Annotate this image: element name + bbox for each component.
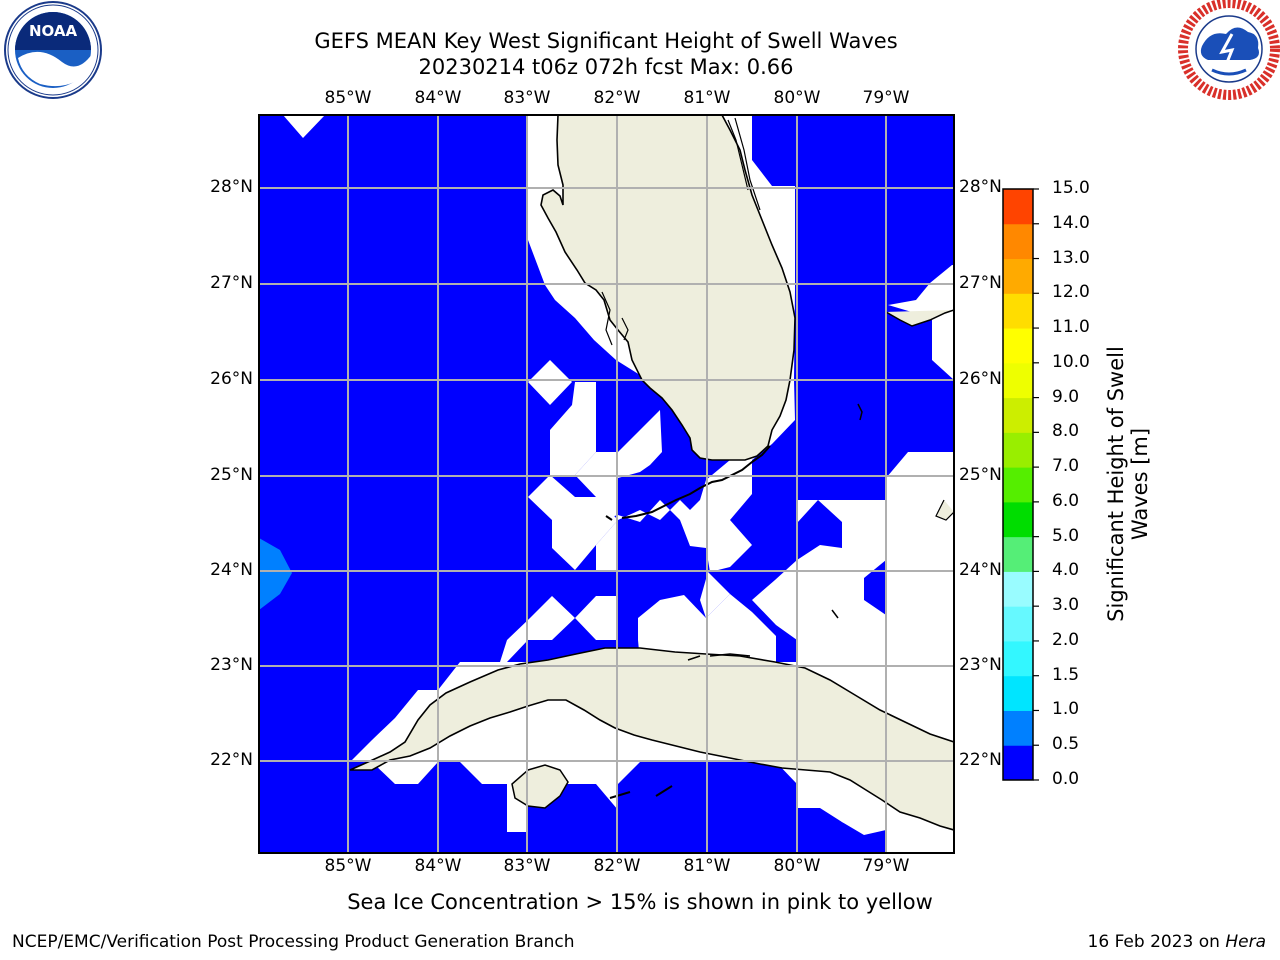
colorbar-segment — [1003, 745, 1033, 781]
colorbar-segment — [1003, 710, 1033, 746]
lon-label-top: 85°W — [324, 88, 372, 108]
colorbar-segment — [1003, 293, 1033, 329]
lon-label-top: 81°W — [683, 88, 731, 108]
lon-label-bottom: 80°W — [773, 856, 821, 876]
florida-land — [540, 115, 796, 461]
lon-label-top: 84°W — [414, 88, 462, 108]
footer-date-text: 16 Feb 2023 on — [1087, 932, 1226, 952]
lon-label-bottom: 81°W — [683, 856, 731, 876]
colorbar-tick-label: 1.0 — [1052, 699, 1080, 720]
colorbar-tick-label: 5.0 — [1052, 525, 1080, 546]
sea-ice-caption: Sea Ice Concentration > 15% is shown in … — [347, 890, 933, 914]
chart-subtitle: 20230214 t06z 072h fcst Max: 0.66 — [418, 55, 794, 79]
colorbar-label-line1: Significant Height of Swell — [1104, 346, 1128, 622]
colorbar-segment — [1003, 432, 1033, 468]
lat-label-right: 27°N — [959, 273, 1002, 293]
colorbar-tick-label: 15.0 — [1052, 178, 1090, 198]
colorbar-tick-label: 0.0 — [1052, 769, 1080, 789]
colorbar-tick-label: 4.0 — [1052, 560, 1080, 581]
footer-date: 16 Feb 2023 on Hera — [1088, 932, 1266, 952]
lat-label-left: 24°N — [210, 560, 253, 580]
colorbar-tick-label: 14.0 — [1052, 212, 1090, 233]
colorbar-segment — [1003, 397, 1033, 433]
colorbar-segment — [1003, 536, 1033, 572]
cuba-land — [349, 647, 954, 831]
lat-label-right: 22°N — [959, 750, 1002, 770]
colorbar-tick-label: 10.0 — [1052, 351, 1090, 372]
chart-title: GEFS MEAN Key West Significant Height of… — [314, 29, 898, 53]
lat-label-right: 26°N — [959, 369, 1002, 389]
colorbar-label: Significant Height of Swell Waves [m] — [1104, 284, 1152, 684]
lat-label-left: 23°N — [210, 655, 253, 675]
colorbar-segment — [1003, 328, 1033, 364]
lat-label-left: 22°N — [210, 750, 253, 770]
colorbar-tick-label: 8.0 — [1052, 421, 1080, 442]
lon-label-bottom: 82°W — [593, 856, 641, 876]
lon-label-top: 80°W — [773, 88, 821, 108]
swell-patch — [259, 538, 292, 610]
lat-label-left: 28°N — [210, 177, 253, 197]
lon-label-bottom: 85°W — [324, 856, 372, 876]
graticule — [259, 115, 954, 853]
colorbar-segment — [1003, 189, 1033, 225]
colorbar-tick-label: 12.0 — [1052, 282, 1090, 303]
colorbar — [1003, 188, 1039, 781]
lon-label-top: 83°W — [503, 88, 551, 108]
lat-label-right: 28°N — [959, 177, 1002, 197]
colorbar-tick-label: 9.0 — [1052, 386, 1080, 407]
lat-label-right: 25°N — [959, 465, 1002, 485]
colorbar-tick-label: 6.0 — [1052, 490, 1080, 511]
lat-label-left: 26°N — [210, 369, 253, 389]
lat-label-left: 25°N — [210, 465, 253, 485]
lon-label-bottom: 84°W — [414, 856, 462, 876]
colorbar-segment — [1003, 501, 1033, 538]
colorbar-segment — [1003, 606, 1033, 642]
lon-label-bottom: 79°W — [862, 856, 910, 876]
map-frame — [258, 114, 955, 854]
lon-label-top: 82°W — [593, 88, 641, 108]
colorbar-tick-label: 0.5 — [1052, 734, 1080, 755]
colorbar-segment — [1003, 571, 1033, 607]
lat-label-right: 24°N — [959, 560, 1002, 580]
colorbar-tick-label: 1.5 — [1052, 664, 1080, 685]
colorbar-segment — [1003, 258, 1033, 294]
nws-logo — [1178, 0, 1280, 100]
colorbar-tick-label: 7.0 — [1052, 456, 1080, 477]
colorbar-label-line2: Waves [m] — [1128, 427, 1152, 541]
noaa-logo: NOAA — [4, 1, 102, 99]
colorbar-frame — [1002, 188, 1034, 781]
lon-label-bottom: 83°W — [503, 856, 551, 876]
svg-text:NOAA: NOAA — [29, 22, 78, 40]
colorbar-segment — [1003, 675, 1033, 711]
colorbar-segment — [1003, 362, 1033, 399]
footer-credit: NCEP/EMC/Verification Post Processing Pr… — [12, 932, 575, 952]
colorbar-tick-label: 11.0 — [1052, 317, 1090, 338]
lat-label-left: 27°N — [210, 273, 253, 293]
colorbar-tick-label: 2.0 — [1052, 629, 1080, 650]
colorbar-tick-label: 13.0 — [1052, 247, 1090, 268]
colorbar-segment — [1003, 640, 1033, 677]
footer-host: Hera — [1225, 932, 1266, 952]
florida-keys — [605, 445, 771, 521]
colorbar-tick-label: 3.0 — [1052, 595, 1080, 616]
lon-label-top: 79°W — [862, 88, 910, 108]
colorbar-segment — [1003, 467, 1033, 503]
colorbar-segment — [1003, 223, 1033, 260]
lat-label-right: 23°N — [959, 655, 1002, 675]
map-area — [259, 115, 954, 853]
